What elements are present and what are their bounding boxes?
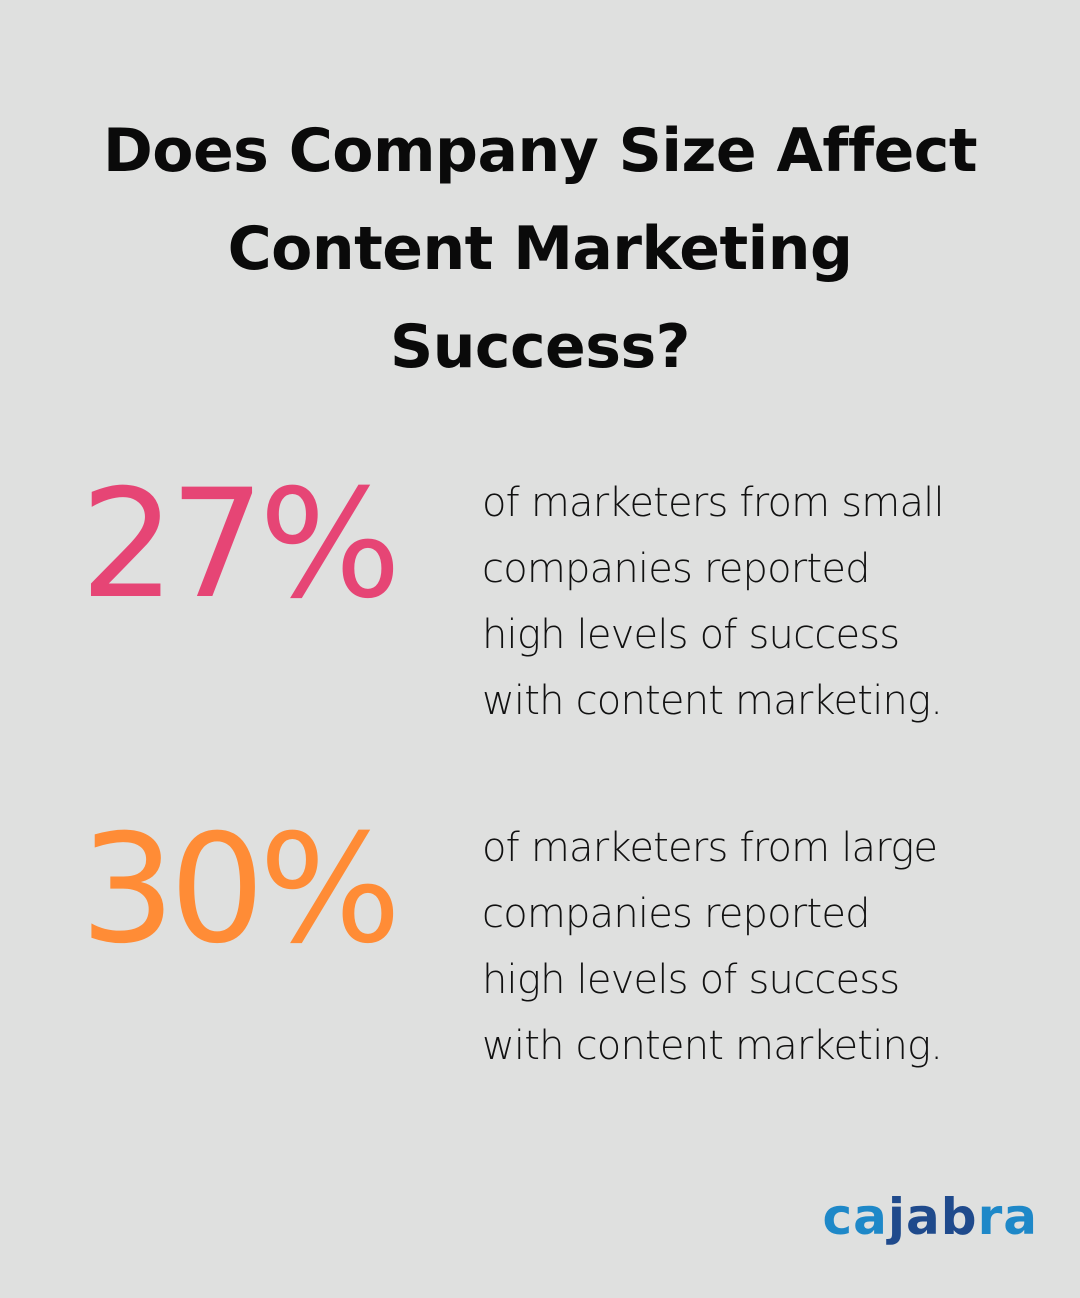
title-line: Content Marketing xyxy=(227,214,853,284)
page-title: Does Company Size Affect Content Marketi… xyxy=(0,102,1080,396)
logo-part: jab xyxy=(887,1188,978,1246)
stat-value: 27% xyxy=(80,458,401,632)
title-line: Does Company Size Affect xyxy=(102,116,978,186)
logo-part: ca xyxy=(822,1188,888,1246)
stat-description: of marketers from large companies report… xyxy=(482,825,943,1069)
stat-description: of marketers from small companies report… xyxy=(482,480,945,724)
cajabra-logo: cajabra xyxy=(823,1188,1038,1246)
stat-value: 30% xyxy=(80,803,401,977)
logo-part: ra xyxy=(977,1188,1038,1246)
title-line: Success? xyxy=(390,312,690,382)
